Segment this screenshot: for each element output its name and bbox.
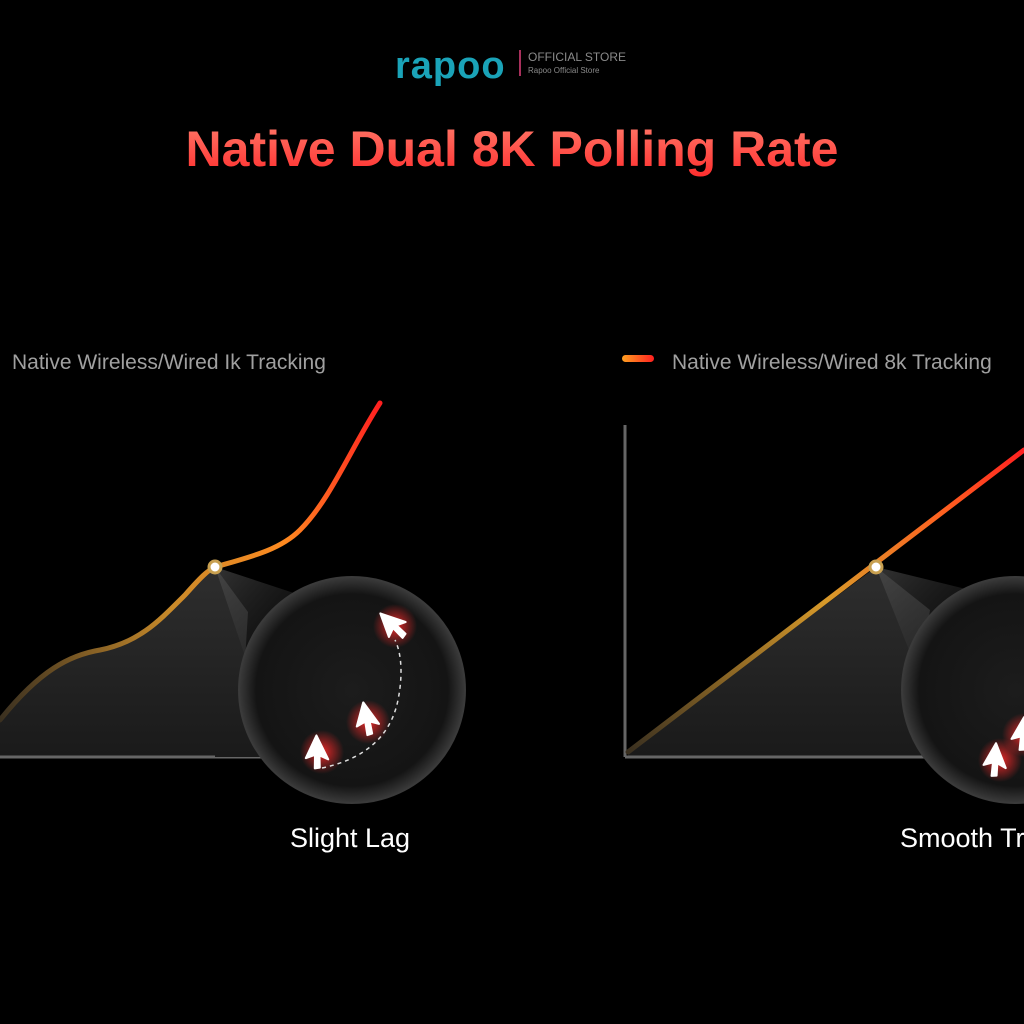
caption: Slight Lag xyxy=(290,823,410,853)
brand-logo: rapoo xyxy=(395,45,506,87)
legend-text: Native Wireless/Wired Ik Tracking xyxy=(12,351,326,374)
zoom-cone xyxy=(215,567,300,665)
zoom-lens xyxy=(238,576,466,804)
legend-swatch xyxy=(622,355,654,362)
title: Native Dual 8K Polling Rate xyxy=(186,121,839,177)
area-fill xyxy=(215,567,262,757)
marker xyxy=(207,559,223,575)
cursor-path xyxy=(321,639,402,769)
legend-text: Native Wireless/Wired 8k Tracking xyxy=(672,351,992,374)
tracking-line xyxy=(625,447,1024,755)
zoom-cone xyxy=(876,567,970,665)
store-label: OFFICIAL STORE xyxy=(528,50,626,64)
marker xyxy=(868,559,884,575)
tracking-curve xyxy=(0,400,383,723)
area-fill xyxy=(0,567,215,757)
store-name: Rapoo Official Store xyxy=(528,66,600,75)
caption: Smooth Tr xyxy=(900,823,1024,853)
area-fill xyxy=(628,567,930,757)
